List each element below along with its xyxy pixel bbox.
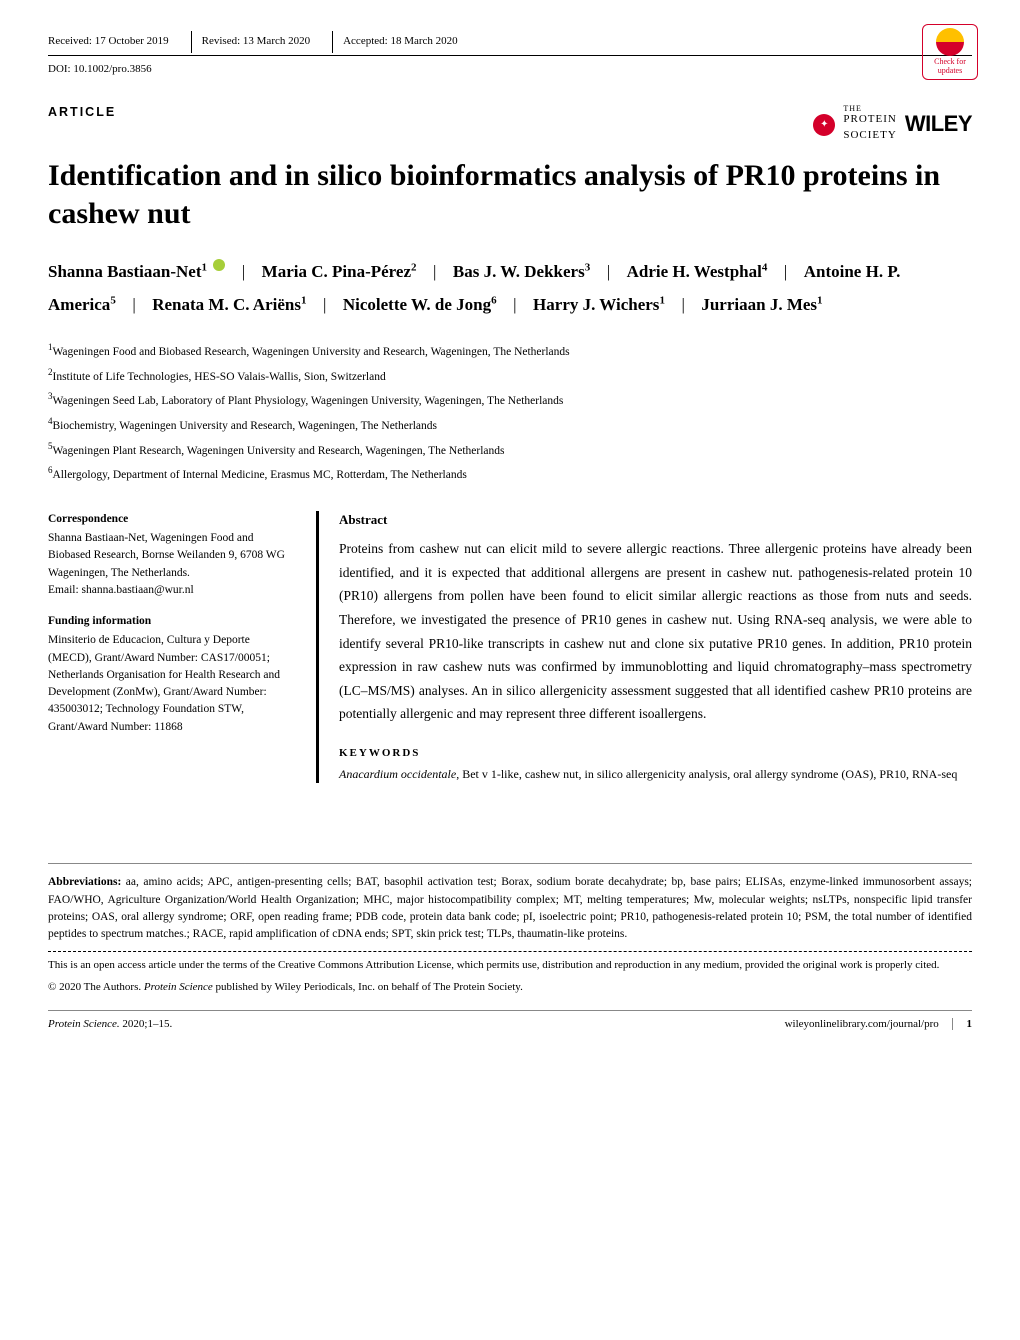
footer-right: wileyonlinelibrary.com/journal/pro 1 — [785, 1017, 972, 1032]
license-text: This is an open access article under the… — [48, 958, 972, 974]
author: Shanna Bastiaan-Net1 — [48, 262, 225, 281]
keywords-body: Anacardium occidentale, Bet v 1-like, ca… — [339, 765, 972, 783]
accepted-date: Accepted: 18 March 2020 — [343, 30, 470, 53]
wiley-logo-text: WILEY — [905, 109, 972, 140]
author: Harry J. Wichers1 — [533, 295, 665, 314]
abbreviations-block: Abbreviations: aa, amino acids; APC, ant… — [48, 863, 972, 943]
author-separator: | — [681, 295, 684, 314]
page-footer: Protein Science. 2020;1–15. wileyonlinel… — [48, 1010, 972, 1032]
article-title: Identification and in silico bioinformat… — [48, 157, 972, 232]
author: Jurriaan J. Mes1 — [701, 295, 822, 314]
abstract-body: Proteins from cashew nut can elicit mild… — [339, 537, 972, 726]
author-list: Shanna Bastiaan-Net1 | Maria C. Pina-Pér… — [48, 256, 972, 321]
correspondence-heading: Correspondence — [48, 511, 288, 528]
copyright-journal: Protein Science — [144, 981, 213, 993]
publisher-brand-row: ✦ THE PROTEIN SOCIETY WILEY — [813, 106, 972, 143]
affiliation: 3Wageningen Seed Lab, Laboratory of Plan… — [48, 388, 972, 413]
two-column-region: Correspondence Shanna Bastiaan-Net, Wage… — [48, 511, 972, 784]
crossmark-icon — [936, 28, 964, 56]
footer-journal: Protein Science. — [48, 1018, 120, 1030]
funding-heading: Funding information — [48, 613, 288, 630]
funding-body: Minsiterio de Educacion, Cultura y Depor… — [48, 632, 288, 736]
affiliation: 5Wageningen Plant Research, Wageningen U… — [48, 438, 972, 463]
author: Adrie H. Westphal4 — [627, 262, 768, 281]
keywords-heading: KEYWORDS — [339, 746, 972, 761]
author: Renata M. C. Ariëns1 — [152, 295, 306, 314]
author-separator: | — [784, 262, 787, 281]
copyright-line: © 2020 The Authors. Protein Science publ… — [48, 980, 972, 995]
protein-society-logo-icon: ✦ — [813, 114, 835, 136]
received-date: Received: 17 October 2019 — [48, 30, 181, 53]
author: Nicolette W. de Jong6 — [343, 295, 497, 314]
keywords-italic: Anacardium occidentale — [339, 767, 456, 781]
author-separator: | — [607, 262, 610, 281]
copyright-pre: © 2020 The Authors. — [48, 981, 144, 993]
abbreviations-body: aa, amino acids; APC, antigen-presenting… — [48, 876, 972, 940]
page-number: 1 — [952, 1018, 973, 1030]
affiliation: 6Allergology, Department of Internal Med… — [48, 462, 972, 487]
author: Maria C. Pina-Pérez2 — [262, 262, 417, 281]
abbreviations-lead: Abbreviations: — [48, 876, 121, 888]
affiliation-list: 1Wageningen Food and Biobased Research, … — [48, 339, 972, 487]
affiliation: 1Wageningen Food and Biobased Research, … — [48, 339, 972, 364]
revised-date: Revised: 13 March 2020 — [202, 30, 322, 53]
author-separator: | — [132, 295, 135, 314]
check-updates-line2: updates — [938, 67, 962, 76]
author-separator: | — [323, 295, 326, 314]
copyright-post: published by Wiley Periodicals, Inc. on … — [213, 981, 523, 993]
author: Bas J. W. Dekkers3 — [453, 262, 590, 281]
orcid-icon[interactable] — [213, 259, 225, 271]
divider — [191, 31, 192, 53]
submission-dates-bar: Received: 17 October 2019 Revised: 13 Ma… — [48, 30, 972, 56]
abstract-heading: Abstract — [339, 511, 972, 529]
doi-text: DOI: 10.1002/pro.3856 — [48, 62, 972, 77]
left-sidebar-column: Correspondence Shanna Bastiaan-Net, Wage… — [48, 511, 288, 784]
footer-left: Protein Science. 2020;1–15. — [48, 1017, 172, 1032]
abstract-column: Abstract Proteins from cashew nut can el… — [316, 511, 972, 784]
footer-url: wileyonlinelibrary.com/journal/pro — [785, 1018, 939, 1030]
correspondence-body: Shanna Bastiaan-Net, Wageningen Food and… — [48, 530, 288, 582]
affiliation: 4Biochemistry, Wageningen University and… — [48, 413, 972, 438]
dashed-separator — [48, 951, 972, 952]
divider — [332, 31, 333, 53]
author-separator: | — [242, 262, 245, 281]
author-separator: | — [433, 262, 436, 281]
protein-society-text: THE PROTEIN SOCIETY — [843, 106, 896, 143]
footer-citation: 2020;1–15. — [120, 1018, 173, 1030]
affiliation: 2Institute of Life Technologies, HES-SO … — [48, 364, 972, 389]
keywords-rest: , Bet v 1-like, cashew nut, in silico al… — [456, 767, 957, 781]
check-for-updates-badge[interactable]: Check for updates — [922, 24, 978, 80]
correspondence-email: Email: shanna.bastiaan@wur.nl — [48, 582, 288, 599]
author-separator: | — [513, 295, 516, 314]
